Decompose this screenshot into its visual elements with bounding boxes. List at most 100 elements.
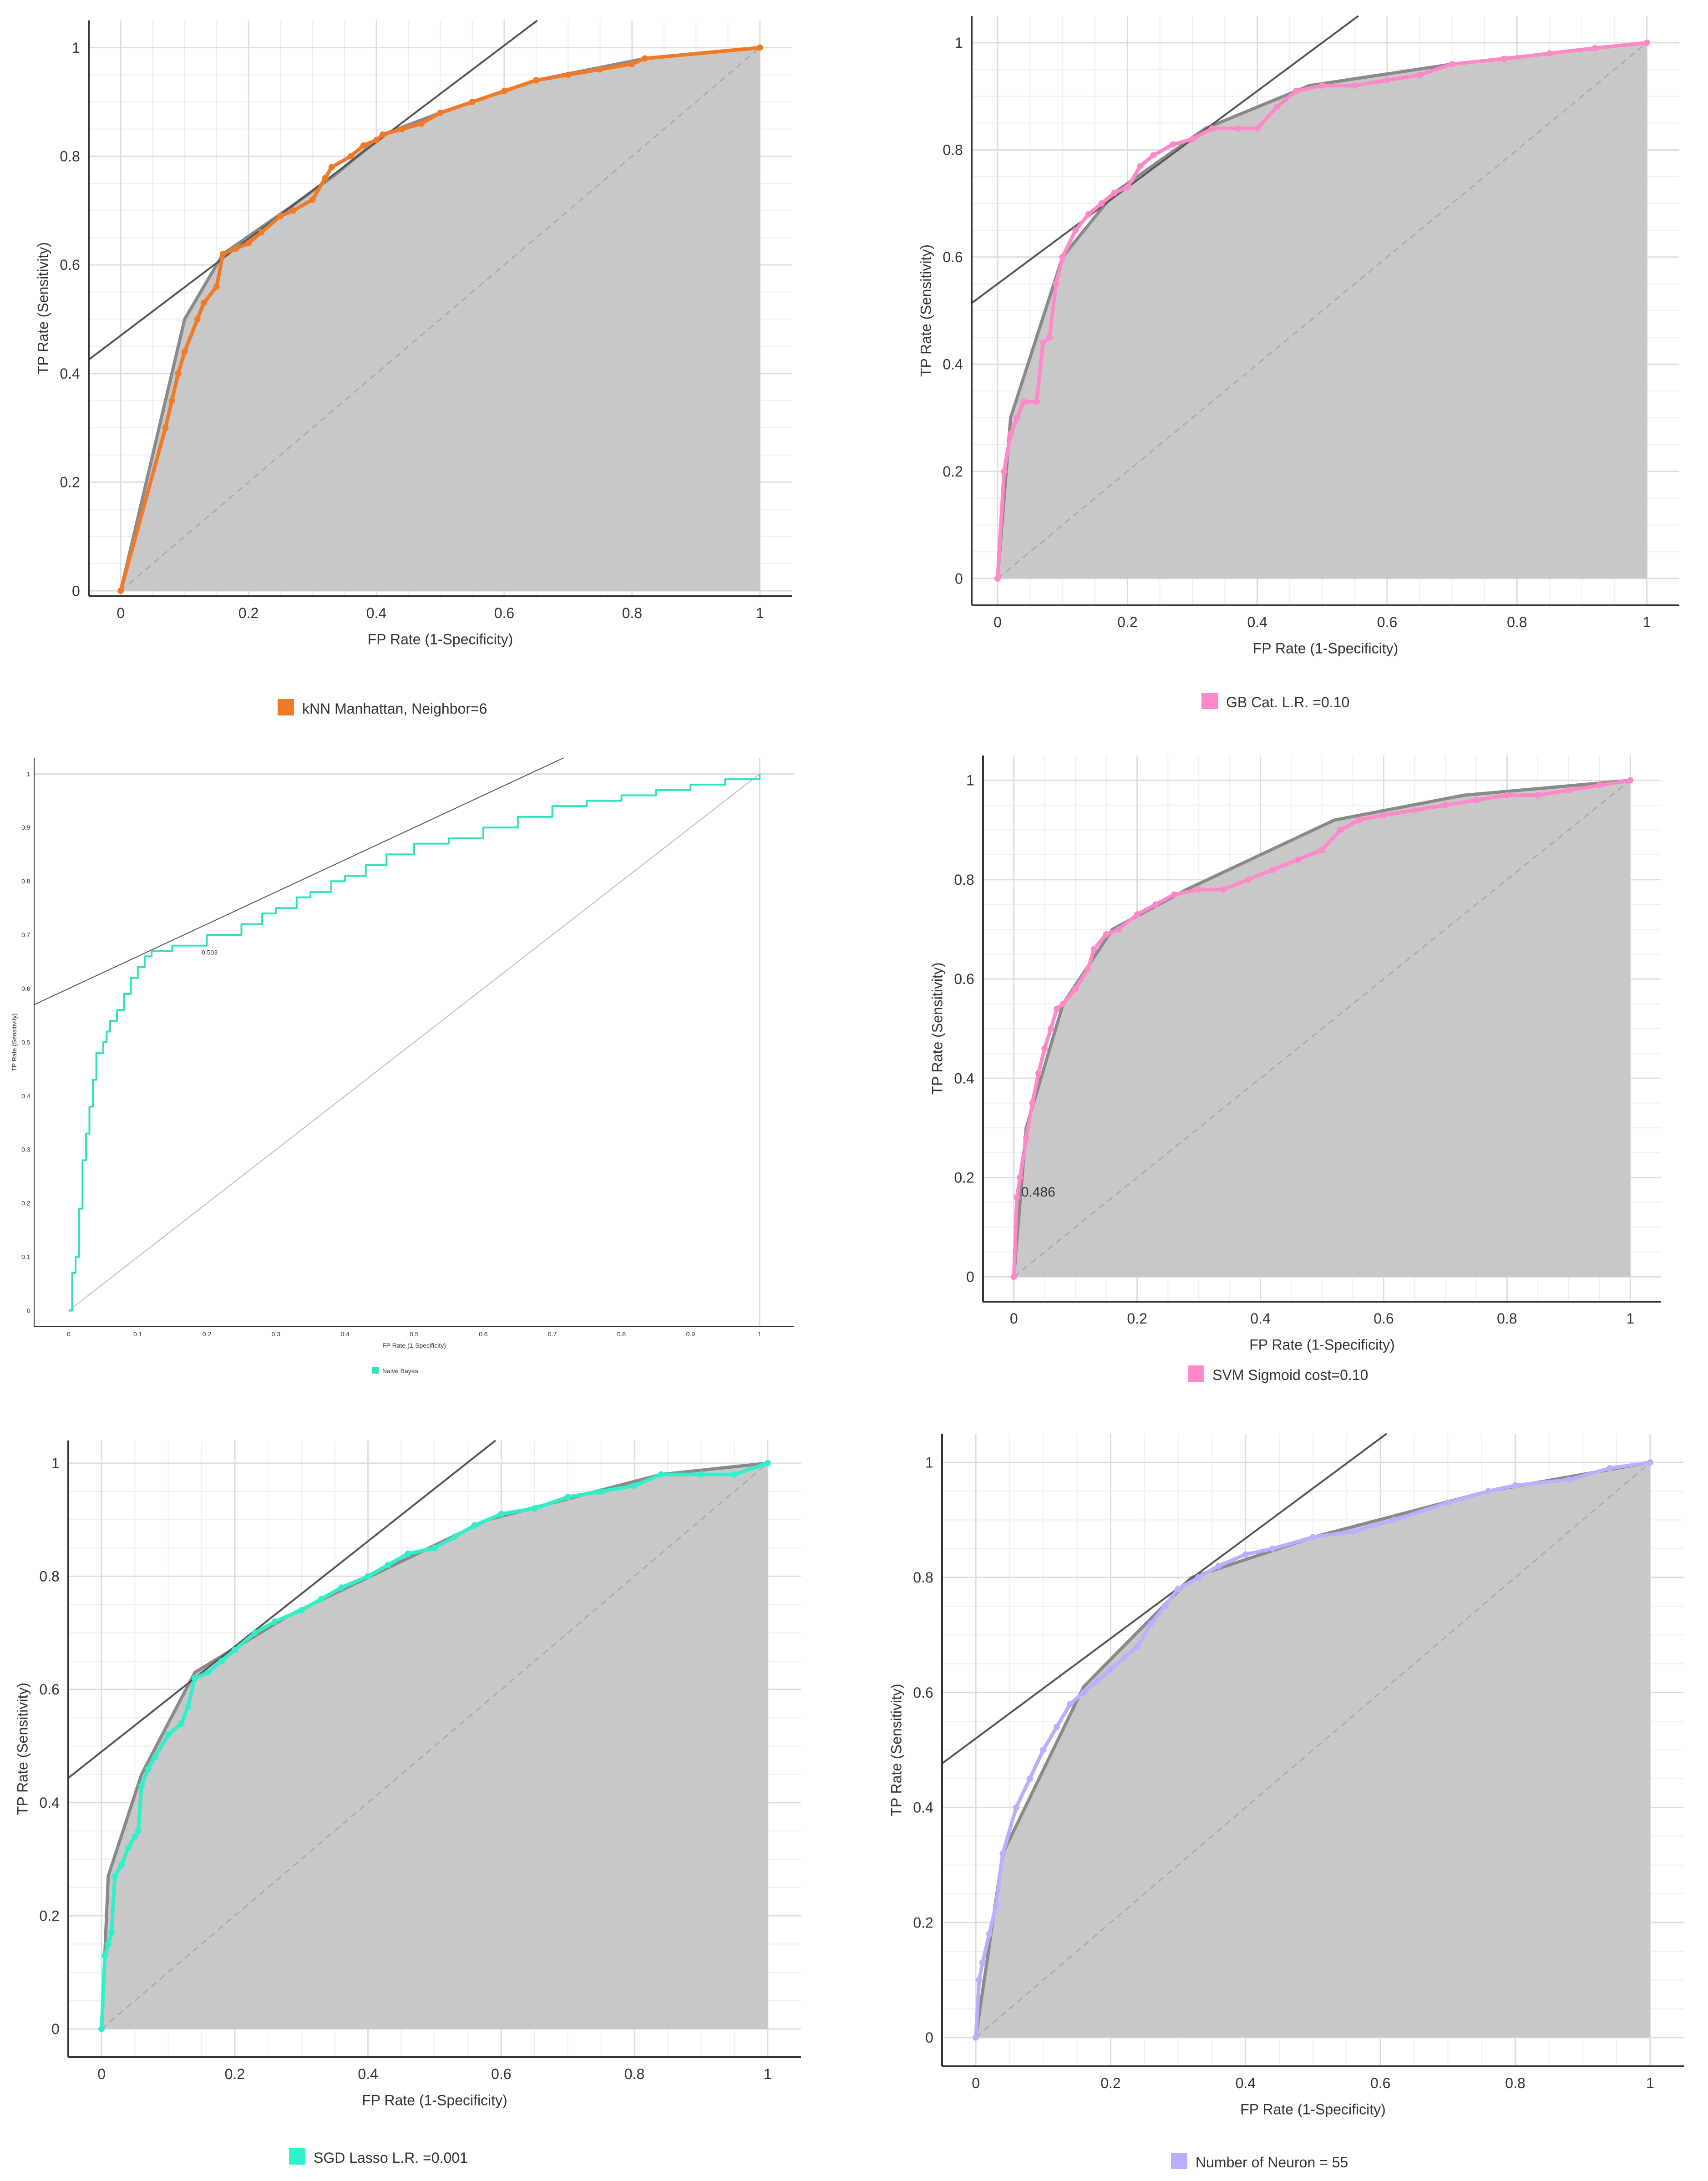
x-tick-label: 0.9 bbox=[686, 1330, 695, 1338]
roc-curve-line bbox=[68, 774, 761, 1312]
roc-point bbox=[1134, 911, 1140, 918]
iso-performance-line bbox=[34, 757, 564, 1005]
roc-point bbox=[1273, 104, 1280, 111]
y-tick-label: 0 bbox=[51, 2021, 60, 2037]
y-tick-label: 1 bbox=[955, 35, 963, 51]
roc-point bbox=[1310, 1534, 1316, 1541]
roc-point bbox=[328, 164, 335, 171]
roc-point bbox=[251, 1629, 258, 1636]
roc-point bbox=[1215, 1562, 1222, 1569]
roc-point bbox=[565, 71, 572, 78]
y-tick-label: 0.4 bbox=[913, 1800, 933, 1816]
roc-point bbox=[979, 1959, 986, 1966]
roc-point bbox=[338, 1584, 345, 1591]
roc-point bbox=[162, 425, 169, 431]
roc-point bbox=[1060, 1000, 1067, 1007]
roc-point bbox=[125, 1845, 132, 1851]
roc-point bbox=[405, 1550, 411, 1557]
iso-performance-line bbox=[941, 1433, 1387, 1765]
roc-point bbox=[373, 137, 380, 143]
roc-point bbox=[1245, 876, 1252, 883]
x-tick-label: 0.2 bbox=[238, 605, 258, 621]
y-tick-label: 1 bbox=[27, 770, 30, 777]
roc-point bbox=[628, 61, 635, 67]
roc-point bbox=[1007, 431, 1014, 437]
x-tick-label: 0.6 bbox=[491, 2066, 511, 2082]
roc-point bbox=[1195, 1574, 1202, 1581]
roc-point bbox=[245, 240, 252, 247]
y-tick-label: 0.2 bbox=[943, 463, 963, 480]
legend-swatch bbox=[1171, 2153, 1187, 2169]
roc-panel-6: 0 0.2 0.4 0.6 0.8 1 0 0.2 0.4 0.6 0.8 1 FP Rate (1-S… bbox=[888, 1433, 1684, 2171]
diagonal-reference-line bbox=[975, 1462, 1651, 2038]
roc-point bbox=[218, 1658, 225, 1664]
roc-point bbox=[1384, 77, 1391, 84]
legend-label: GB Cat. L.R. =0.10 bbox=[1226, 694, 1349, 710]
threshold-label: 0.486 bbox=[1021, 1185, 1055, 1200]
roc-point bbox=[1546, 50, 1553, 57]
roc-point bbox=[178, 1720, 185, 1727]
roc-point bbox=[271, 1618, 278, 1625]
roc-point bbox=[1090, 946, 1097, 953]
y-tick-label: 1 bbox=[925, 1454, 933, 1471]
y-tick-label: 0.3 bbox=[21, 1146, 30, 1153]
x-tick-label: 0.2 bbox=[203, 1330, 212, 1338]
roc-curve-line bbox=[974, 1461, 1651, 2038]
legend-label: Naive Bayes bbox=[382, 1367, 418, 1375]
roc-point bbox=[986, 1931, 993, 1938]
roc-point bbox=[290, 207, 297, 214]
roc-point bbox=[1196, 886, 1202, 893]
roc-point bbox=[1033, 398, 1040, 405]
roc-point bbox=[105, 1941, 112, 1948]
roc-point bbox=[1098, 200, 1105, 207]
y-tick-label: 0.4 bbox=[60, 365, 80, 382]
y-tick-label: 0.8 bbox=[943, 142, 963, 158]
roc-point bbox=[501, 88, 507, 95]
y-axis-title: TP Rate (Sensitivity) bbox=[917, 244, 934, 377]
roc-point bbox=[1565, 787, 1572, 794]
roc-point bbox=[437, 109, 444, 116]
roc-point bbox=[1054, 1005, 1060, 1012]
roc-point bbox=[231, 1646, 238, 1653]
roc-point bbox=[1017, 1174, 1024, 1181]
x-axis-title: FP Rate (1-Specificity) bbox=[1240, 2101, 1386, 2118]
roc-point bbox=[1234, 125, 1241, 132]
roc-point bbox=[598, 1488, 604, 1495]
x-tick-label: 0.2 bbox=[225, 2066, 245, 2082]
roc-point bbox=[1023, 1135, 1029, 1141]
x-tick-label: 0.6 bbox=[1377, 614, 1397, 630]
y-tick-label: 0.6 bbox=[60, 257, 80, 273]
roc-point bbox=[1643, 39, 1650, 46]
roc-point bbox=[1442, 802, 1449, 809]
diagonal-reference-line bbox=[101, 1462, 768, 2029]
x-tick-label: 0.8 bbox=[1507, 614, 1527, 630]
roc-point bbox=[1035, 1070, 1042, 1077]
roc-point bbox=[1094, 1678, 1100, 1684]
roc-point bbox=[1171, 891, 1177, 898]
x-tick-label: 0.5 bbox=[410, 1330, 419, 1338]
roc-point bbox=[1504, 792, 1510, 799]
roc-point bbox=[1041, 1045, 1048, 1052]
roc-point bbox=[219, 251, 226, 258]
x-tick-label: 0.6 bbox=[1370, 2075, 1390, 2091]
roc-point bbox=[1591, 45, 1598, 51]
threshold-label: 0.503 bbox=[202, 949, 218, 956]
roc-panel-3: 0 0.1 0.2 0.3 0.4 0.5 0.6 0.7 0.8 0.9 1 0 0.1 0.2 0.3 0… bbox=[10, 757, 794, 1375]
roc-point bbox=[1085, 211, 1092, 218]
roc-point bbox=[756, 44, 763, 51]
roc-point bbox=[1053, 1724, 1060, 1730]
roc-point bbox=[1449, 61, 1455, 67]
y-axis-title: TP Rate (Sensitivity) bbox=[35, 242, 51, 375]
roc-point bbox=[145, 1765, 152, 1772]
y-tick-label: 0 bbox=[925, 2029, 933, 2046]
roc-point bbox=[1350, 1528, 1357, 1535]
y-tick-label: 1 bbox=[51, 1455, 60, 1471]
roc-point bbox=[277, 213, 284, 219]
x-tick-label: 0.6 bbox=[494, 605, 514, 621]
roc-point bbox=[1150, 152, 1157, 159]
roc-point bbox=[1137, 162, 1144, 169]
y-tick-label: 0.2 bbox=[39, 1907, 59, 1924]
roc-point bbox=[999, 1850, 1006, 1857]
roc-point bbox=[1269, 1545, 1276, 1552]
y-tick-label: 0.6 bbox=[21, 985, 30, 992]
